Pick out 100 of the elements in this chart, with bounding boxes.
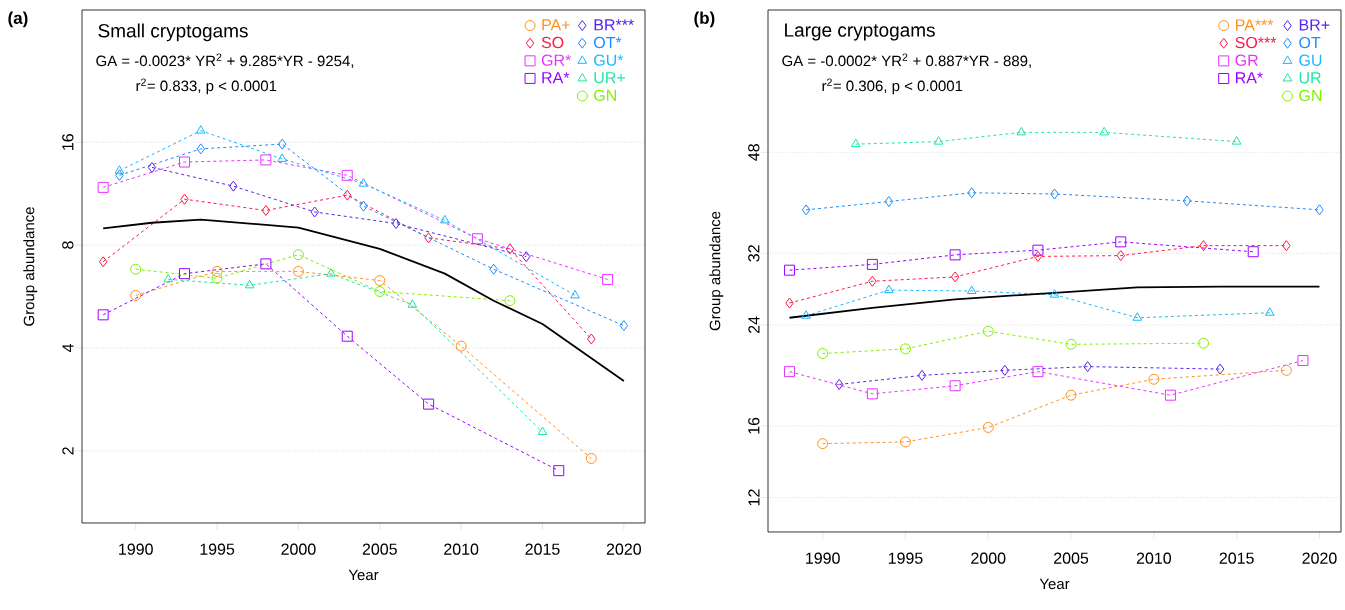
- point: [1050, 188, 1059, 200]
- point: [97, 181, 109, 193]
- y-tick-label: 32: [748, 245, 760, 262]
- point: [97, 309, 109, 321]
- point: [537, 426, 548, 436]
- point: [292, 265, 304, 277]
- text: Small cryptogams: [98, 23, 248, 42]
- point: [1132, 312, 1143, 321]
- point: [244, 279, 255, 289]
- point: [407, 299, 418, 308]
- point: [147, 161, 157, 173]
- point: [261, 204, 271, 216]
- x-tick-label: 2020: [606, 543, 642, 555]
- point: [195, 125, 206, 134]
- text: Large cryptogams: [785, 23, 935, 41]
- point: [359, 200, 368, 212]
- point: [966, 285, 977, 295]
- point: [391, 218, 401, 230]
- x-axis-title: Year: [1039, 578, 1070, 590]
- point: [784, 264, 796, 276]
- point: [1083, 361, 1092, 373]
- point: [1315, 204, 1324, 216]
- point: [785, 297, 794, 309]
- y-tick-label: 16: [748, 417, 760, 434]
- y-tick-label: 12: [748, 489, 760, 506]
- x-tick-label: 2005: [1054, 552, 1089, 564]
- point: [1032, 366, 1044, 378]
- point: [868, 275, 877, 287]
- legend-label: RA*: [1236, 72, 1263, 84]
- point: [899, 343, 911, 355]
- point: [505, 243, 515, 255]
- point: [310, 206, 319, 218]
- point: [967, 187, 976, 199]
- point: [619, 320, 629, 332]
- legend-label: BR+: [1299, 19, 1330, 31]
- y-tick-label: 4: [62, 343, 74, 353]
- point: [899, 436, 911, 448]
- legend-label: UR+: [594, 72, 625, 84]
- x-tick-label: 2000: [281, 543, 316, 555]
- y-axis-title: Group abundance: [709, 211, 724, 331]
- point: [1215, 363, 1225, 375]
- point: [1115, 236, 1127, 248]
- annotation: r$^{2}$= 0.306, p < 0.0001: [822, 78, 963, 95]
- annotation: r$^{2}$= 0.833, p < 0.0001: [136, 78, 277, 95]
- point: [180, 193, 189, 205]
- legend-label: RA*: [542, 72, 570, 84]
- point: [130, 289, 142, 301]
- y-tick-label: 2: [62, 447, 74, 455]
- point: [801, 204, 811, 216]
- point: [917, 369, 927, 381]
- point: [179, 156, 191, 168]
- point: [866, 258, 878, 270]
- line-series: [788, 285, 1321, 319]
- point: [114, 165, 125, 174]
- point: [1116, 250, 1125, 262]
- y-tick-label: 16: [62, 134, 74, 150]
- x-tick-label: 1990: [806, 552, 840, 564]
- x-tick-label: 1990: [119, 543, 153, 555]
- point: [570, 289, 580, 299]
- point: [1016, 126, 1027, 136]
- x-tick-label: 2015: [525, 543, 560, 555]
- point: [850, 138, 861, 148]
- point: [982, 325, 994, 337]
- legend-label: PA***: [1236, 19, 1274, 31]
- point: [1182, 195, 1192, 207]
- chart-title: (b): [694, 11, 715, 28]
- legend-label: SO***: [1235, 36, 1277, 49]
- point: [374, 286, 386, 298]
- point: [982, 421, 994, 433]
- point: [817, 438, 829, 450]
- point: [884, 284, 894, 294]
- point: [1280, 364, 1292, 376]
- point: [260, 154, 272, 166]
- point: [423, 398, 435, 410]
- y-tick-label: 24: [748, 316, 760, 334]
- point: [341, 169, 353, 181]
- point: [602, 273, 614, 285]
- point: [504, 295, 516, 307]
- point: [949, 380, 961, 392]
- point: [553, 465, 565, 477]
- x-axis-title: Year: [348, 569, 379, 581]
- point: [817, 347, 829, 359]
- point: [277, 138, 287, 150]
- x-tick-label: 2020: [1302, 552, 1337, 564]
- legend-label: GN: [1299, 89, 1322, 102]
- x-tick-label: 1995: [200, 543, 235, 555]
- point: [341, 330, 353, 342]
- point: [440, 214, 450, 224]
- legend-label: UR: [1299, 72, 1321, 84]
- point: [801, 310, 811, 319]
- x-tick-label: 1995: [888, 552, 923, 564]
- point: [1148, 373, 1160, 385]
- point: [358, 178, 369, 187]
- x-tick-label: 2000: [971, 552, 1006, 564]
- point: [1297, 355, 1309, 367]
- point: [585, 452, 597, 464]
- chart-title: (a): [8, 11, 28, 28]
- point: [1198, 337, 1210, 349]
- x-tick-label: 2015: [1219, 552, 1254, 564]
- legend-label: GU: [1299, 54, 1322, 66]
